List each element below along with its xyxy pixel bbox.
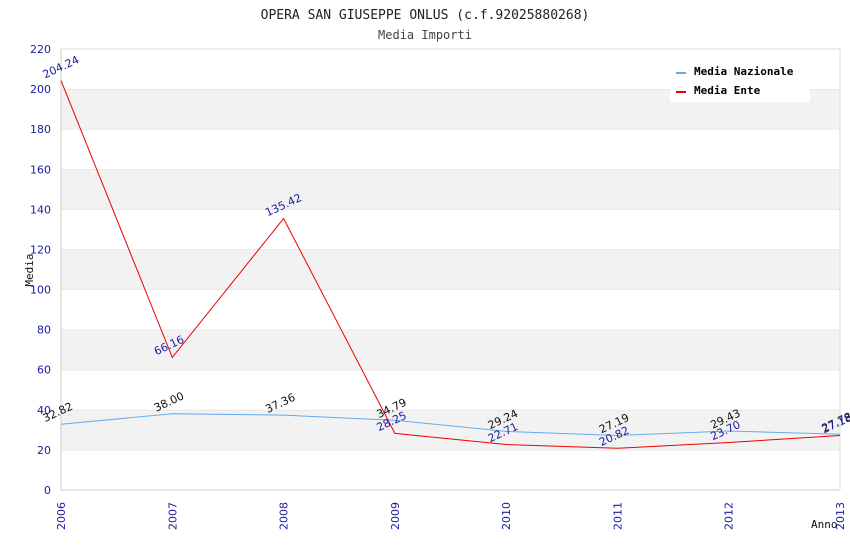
series-line-media-nazionale: [60, 413, 841, 437]
y-axis-ticks: 0 20 40 60 80 100 120 140 160 180 200 220: [30, 43, 51, 497]
x-tick-label: 2013: [834, 502, 847, 530]
series-lines: [60, 80, 841, 449]
legend-label-media-ente: Media Ente: [694, 84, 761, 97]
grid-bands: [61, 48, 840, 490]
x-tick-label: 2011: [611, 502, 624, 530]
x-tick-label: 2008: [278, 502, 291, 530]
x-tick-label: 2007: [166, 502, 179, 530]
y-tick-label: 60: [37, 364, 51, 377]
y-tick-label: 160: [30, 163, 51, 176]
y-tick-label: 140: [30, 203, 51, 216]
y-tick-label: 220: [30, 43, 51, 56]
legend-box: [670, 60, 810, 102]
y-tick-label: 120: [30, 243, 51, 256]
x-axis-label: Anno: [811, 518, 838, 531]
grid-band: [61, 129, 840, 170]
x-tick-label: 2009: [389, 502, 402, 530]
y-tick-label: 40: [37, 404, 51, 417]
y-tick-label: 100: [30, 284, 51, 297]
y-axis-label: Media: [23, 253, 36, 286]
grid-band: [61, 449, 840, 490]
chart-title: OPERA SAN GIUSEPPE ONLUS (c.f.9202588026…: [261, 8, 590, 23]
y-tick-label: 200: [30, 83, 51, 96]
legend-label-media-nazionale: Media Nazionale: [694, 65, 794, 78]
x-tick-label: 2006: [55, 502, 68, 530]
x-tick-label: 2012: [723, 502, 736, 530]
y-tick-label: 80: [37, 324, 51, 337]
grid-band: [61, 249, 840, 290]
y-tick-label: 0: [44, 484, 51, 497]
legend: Media Nazionale Media Ente: [670, 60, 810, 102]
x-axis-ticks: 2006 2007 2008 2009 2010 2011 2012 2013: [55, 502, 847, 530]
grid-band: [61, 169, 840, 210]
grid-band: [61, 209, 840, 250]
series-line-media-ente: [60, 80, 841, 449]
grid-band: [61, 329, 840, 370]
grid-band: [61, 369, 840, 410]
grid-band: [61, 289, 840, 330]
chart-subtitle: Media Importi: [378, 28, 472, 42]
axes: [60, 49, 841, 491]
x-tick-label: 2010: [500, 502, 513, 530]
y-tick-label: 20: [37, 444, 51, 457]
y-tick-label: 180: [30, 123, 51, 136]
